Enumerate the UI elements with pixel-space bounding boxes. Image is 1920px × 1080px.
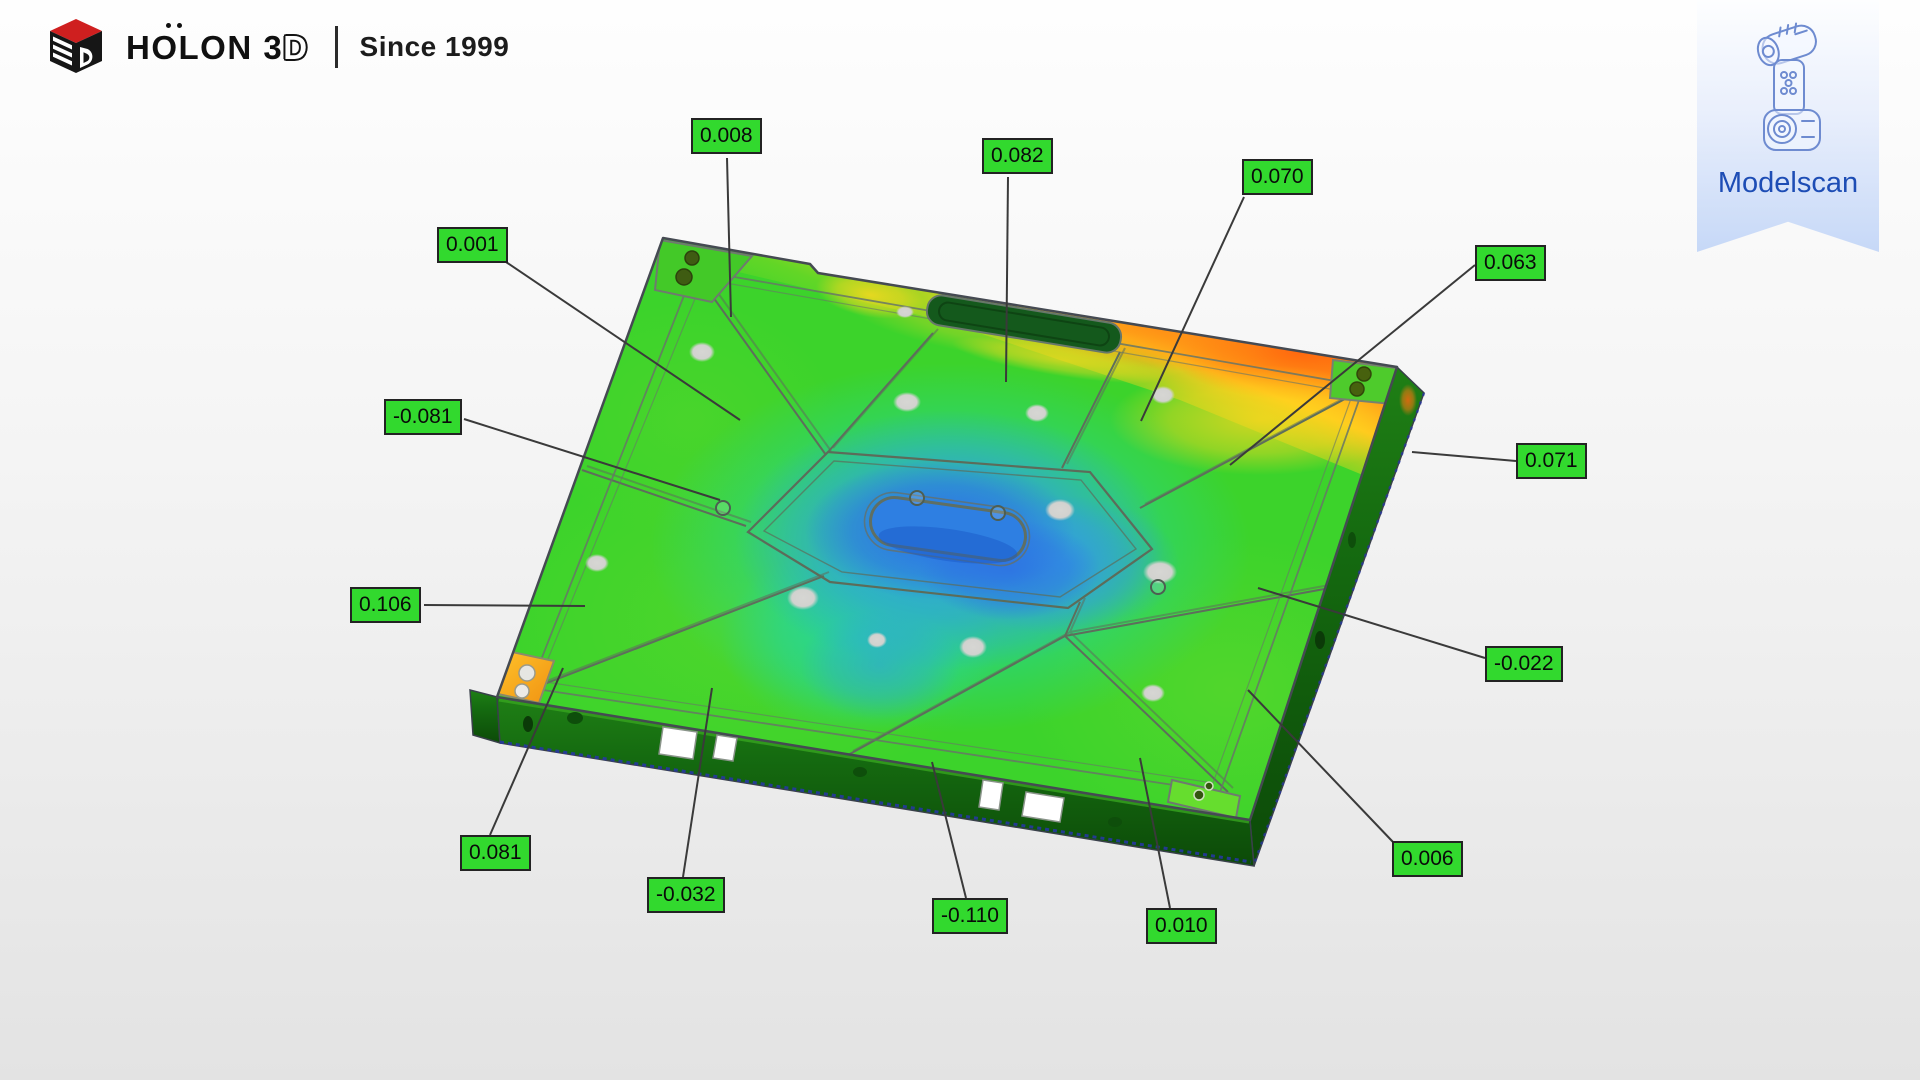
- leader-line: [931, 761, 967, 899]
- deviation-label[interactable]: 0.008: [691, 118, 762, 154]
- leader-line: [463, 418, 721, 501]
- header-divider: [334, 26, 338, 68]
- deviation-label[interactable]: 0.071: [1516, 443, 1587, 479]
- center-slot: [863, 491, 1031, 567]
- deviation-label[interactable]: -0.032: [647, 877, 725, 913]
- leader-line: [423, 604, 586, 607]
- leader-line: [505, 261, 741, 421]
- deviation-label[interactable]: 0.063: [1475, 245, 1546, 281]
- brand-header: HOLON 3D Since 1999: [40, 16, 509, 78]
- logo-cube-icon: [50, 19, 102, 73]
- handle-recess: [925, 294, 1123, 354]
- leader-line: [682, 687, 713, 878]
- panel-seams: [533, 275, 1359, 793]
- leader-line: [489, 667, 564, 836]
- deviation-label[interactable]: 0.070: [1242, 159, 1313, 195]
- scan-object-outline: [495, 236, 1399, 822]
- center-ring: [746, 450, 1154, 610]
- leader-line: [1257, 587, 1486, 659]
- product-ribbon: Modelscan: [1697, 0, 1879, 252]
- product-name: Modelscan: [1717, 167, 1859, 199]
- deviation-label[interactable]: 0.006: [1392, 841, 1463, 877]
- deviation-label[interactable]: 0.106: [350, 587, 421, 623]
- leader-line: [1411, 451, 1517, 462]
- deviation-label[interactable]: 0.081: [460, 835, 531, 871]
- leader-line: [1005, 176, 1009, 383]
- leader-line: [726, 157, 732, 318]
- brand-name-outline-d: D: [283, 28, 309, 66]
- brand-tagline: Since 1999: [359, 31, 510, 62]
- hole-markers: [715, 490, 1166, 595]
- scan-object-side-walls: [469, 365, 1426, 867]
- leader-line: [1139, 757, 1171, 909]
- brand-name-main: HOLON 3: [126, 28, 284, 66]
- leader-line: [1140, 196, 1245, 422]
- scan-object-top-face: [495, 236, 1399, 822]
- umlaut-dots: [166, 22, 171, 28]
- handheld-3d-scanner-icon: [1756, 22, 1821, 151]
- leader-line: [1247, 689, 1394, 843]
- deviation-label[interactable]: -0.022: [1485, 646, 1563, 682]
- deviation-label[interactable]: 0.001: [437, 227, 508, 263]
- deviation-label[interactable]: -0.081: [384, 399, 462, 435]
- deviation-label[interactable]: -0.110: [932, 898, 1008, 934]
- scan-target-patches: [585, 306, 1177, 702]
- leader-lines: [423, 157, 1517, 909]
- deviation-label[interactable]: 0.082: [982, 138, 1053, 174]
- brand-name: HOLON 3D: [126, 22, 309, 66]
- deviation-label[interactable]: 0.010: [1146, 908, 1217, 944]
- leader-line: [1229, 264, 1476, 466]
